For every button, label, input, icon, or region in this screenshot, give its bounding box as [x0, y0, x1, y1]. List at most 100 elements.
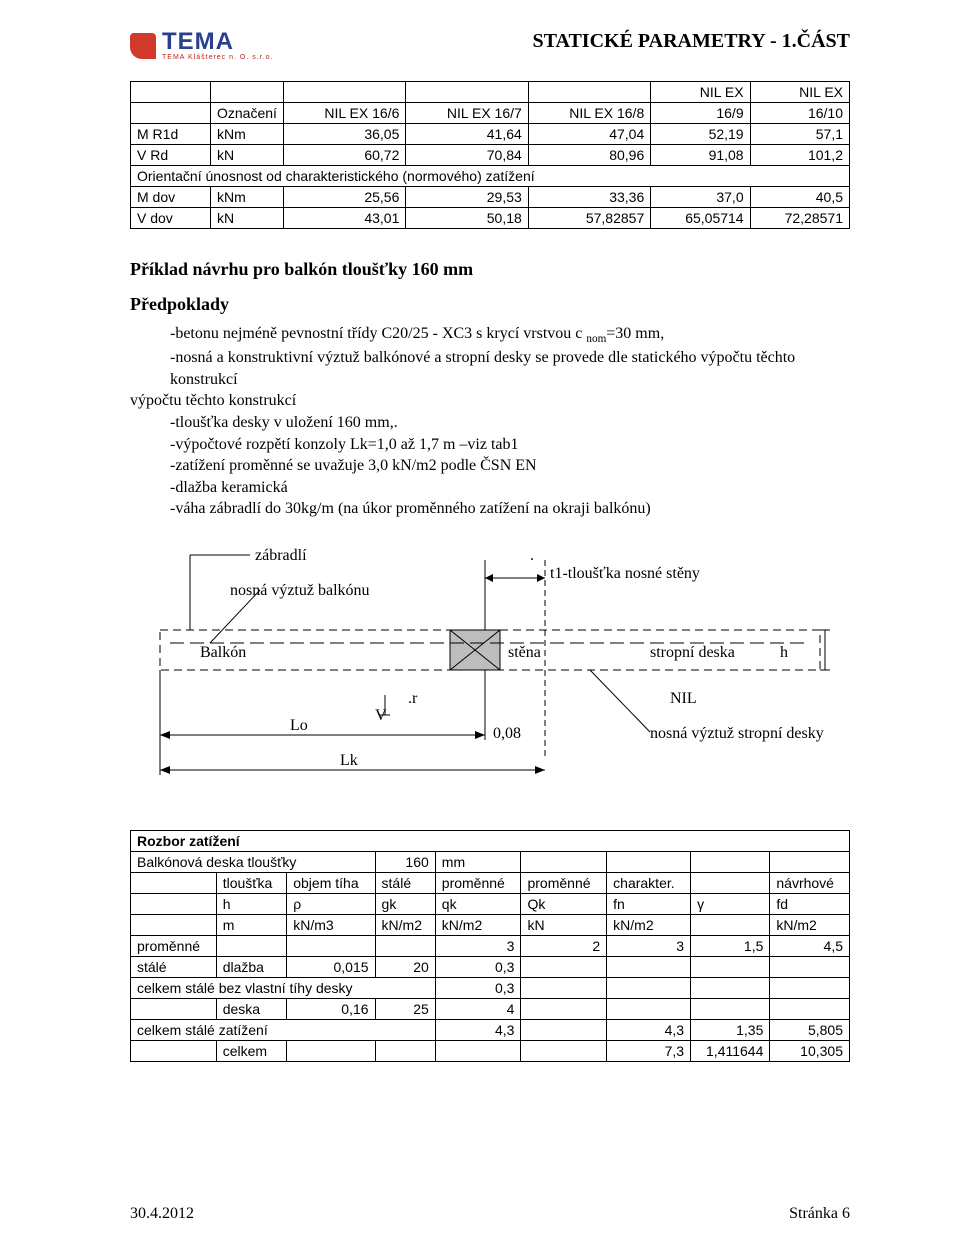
cell: 4,5 — [770, 936, 850, 957]
cell — [607, 999, 691, 1020]
parameters-table: NIL EX NIL EX Označení NIL EX 16/6 NIL E… — [130, 81, 850, 229]
cell: 1,35 — [691, 1020, 770, 1041]
cell: Rozbor zatížení — [131, 831, 850, 852]
cell: charakter. — [607, 873, 691, 894]
cell: 37,0 — [651, 187, 750, 208]
list-item: výpočtu těchto konstrukcí — [130, 390, 850, 412]
cell: 3 — [607, 936, 691, 957]
cell: fn — [607, 894, 691, 915]
cell: qk — [435, 894, 521, 915]
balcony-diagram: zábradlí . t1-tloušťka nosné stěny nosná… — [130, 540, 850, 800]
table-row: proměnné 3 2 3 1,5 4,5 — [131, 936, 850, 957]
cell: kN — [211, 145, 284, 166]
cell: 52,19 — [651, 124, 750, 145]
table-row: stálé dlažba 0,015 20 0,3 — [131, 957, 850, 978]
logo-mark-icon — [130, 33, 156, 59]
list-item: -tloušťka desky v uložení 160 mm,. — [130, 412, 850, 434]
cell: 47,04 — [528, 124, 650, 145]
cell: Balkónová deska tloušťky — [131, 852, 376, 873]
cell — [211, 82, 284, 103]
list-item: -váha zábradlí do 30kg/m (na úkor proměn… — [130, 498, 850, 520]
logo-text: TEMA TEMA Klášterec n. O. s.r.o. — [162, 30, 273, 61]
section-title: Příklad návrhu pro balkón tloušťky 160 m… — [130, 259, 850, 280]
cell — [607, 852, 691, 873]
label-lk: Lk — [340, 752, 358, 769]
cell: m — [216, 915, 287, 936]
cell — [521, 999, 607, 1020]
diagram-svg: zábradlí . t1-tloušťka nosné stěny nosná… — [130, 540, 850, 800]
list-item: -nosná a konstruktivní výztuž balkónové … — [130, 347, 850, 390]
cell: NIL EX 16/8 — [528, 103, 650, 124]
label-stena: stěna — [508, 644, 541, 661]
label-h: h — [780, 644, 788, 661]
cell: 50,18 — [406, 208, 528, 229]
cell: kN — [211, 208, 284, 229]
cell: 33,36 — [528, 187, 650, 208]
cell: 41,64 — [406, 124, 528, 145]
cell: fd — [770, 894, 850, 915]
cell: 5,805 — [770, 1020, 850, 1041]
cell — [375, 936, 435, 957]
cell: 25,56 — [283, 187, 405, 208]
cell: 72,28571 — [750, 208, 849, 229]
cell: 16/10 — [750, 103, 849, 124]
table-row: V Rd kN 60,72 70,84 80,96 91,08 101,2 — [131, 145, 850, 166]
cell: objem tíha — [287, 873, 375, 894]
cell — [691, 873, 770, 894]
cell: V Rd — [131, 145, 211, 166]
cell: ρ — [287, 894, 375, 915]
cell: proměnné — [521, 873, 607, 894]
cell: 101,2 — [750, 145, 849, 166]
table-row: celkem stálé bez vlastní tíhy desky 0,3 — [131, 978, 850, 999]
cell: kNm — [211, 187, 284, 208]
cell: 0,3 — [435, 957, 521, 978]
cell: NIL EX — [651, 82, 750, 103]
cell: 40,5 — [750, 187, 849, 208]
label-zabradli: zábradlí — [255, 547, 307, 564]
page-header: TEMA TEMA Klášterec n. O. s.r.o. STATICK… — [130, 30, 850, 61]
cell — [607, 978, 691, 999]
table-header-row: Označení NIL EX 16/6 NIL EX 16/7 NIL EX … — [131, 103, 850, 124]
cell — [406, 82, 528, 103]
table-header-row: h ρ gk qk Qk fn γ fd — [131, 894, 850, 915]
list-item: -betonu nejméně pevnostní třídy C20/25 -… — [130, 323, 850, 347]
cell: kN/m2 — [435, 915, 521, 936]
cell — [521, 978, 607, 999]
cell — [131, 103, 211, 124]
logo: TEMA TEMA Klášterec n. O. s.r.o. — [130, 30, 273, 61]
cell: návrhové — [770, 873, 850, 894]
label-dot: . — [530, 547, 534, 564]
cell: 91,08 — [651, 145, 750, 166]
cell — [521, 1041, 607, 1062]
cell: 3 — [435, 936, 521, 957]
table-header-row: tloušťka objem tíha stálé proměnné promě… — [131, 873, 850, 894]
cell — [607, 957, 691, 978]
cell: 36,05 — [283, 124, 405, 145]
cell: 70,84 — [406, 145, 528, 166]
cell — [216, 936, 287, 957]
cell — [131, 873, 217, 894]
cell — [283, 82, 405, 103]
table-header-top-row: NIL EX NIL EX — [131, 82, 850, 103]
table-row: M R1d kNm 36,05 41,64 47,04 52,19 57,1 — [131, 124, 850, 145]
cell: gk — [375, 894, 435, 915]
cell: dlažba — [216, 957, 287, 978]
cell: kNm — [211, 124, 284, 145]
cell — [691, 852, 770, 873]
table-span-row: Orientační únosnost od charakteristickéh… — [131, 166, 850, 187]
predpoklady-heading: Předpoklady — [130, 294, 850, 315]
cell: 1,5 — [691, 936, 770, 957]
cell: 4,3 — [607, 1020, 691, 1041]
cell: celkem stálé bez vlastní tíhy desky — [131, 978, 436, 999]
cell — [691, 915, 770, 936]
cell: NIL EX — [750, 82, 849, 103]
cell — [131, 915, 217, 936]
cell — [131, 999, 217, 1020]
logo-subtitle: TEMA Klášterec n. O. s.r.o. — [162, 54, 273, 61]
cell: 4,3 — [435, 1020, 521, 1041]
cell: 4 — [435, 999, 521, 1020]
cell: 57,1 — [750, 124, 849, 145]
cell: kN/m2 — [375, 915, 435, 936]
cell — [521, 1020, 607, 1041]
cell: stálé — [375, 873, 435, 894]
